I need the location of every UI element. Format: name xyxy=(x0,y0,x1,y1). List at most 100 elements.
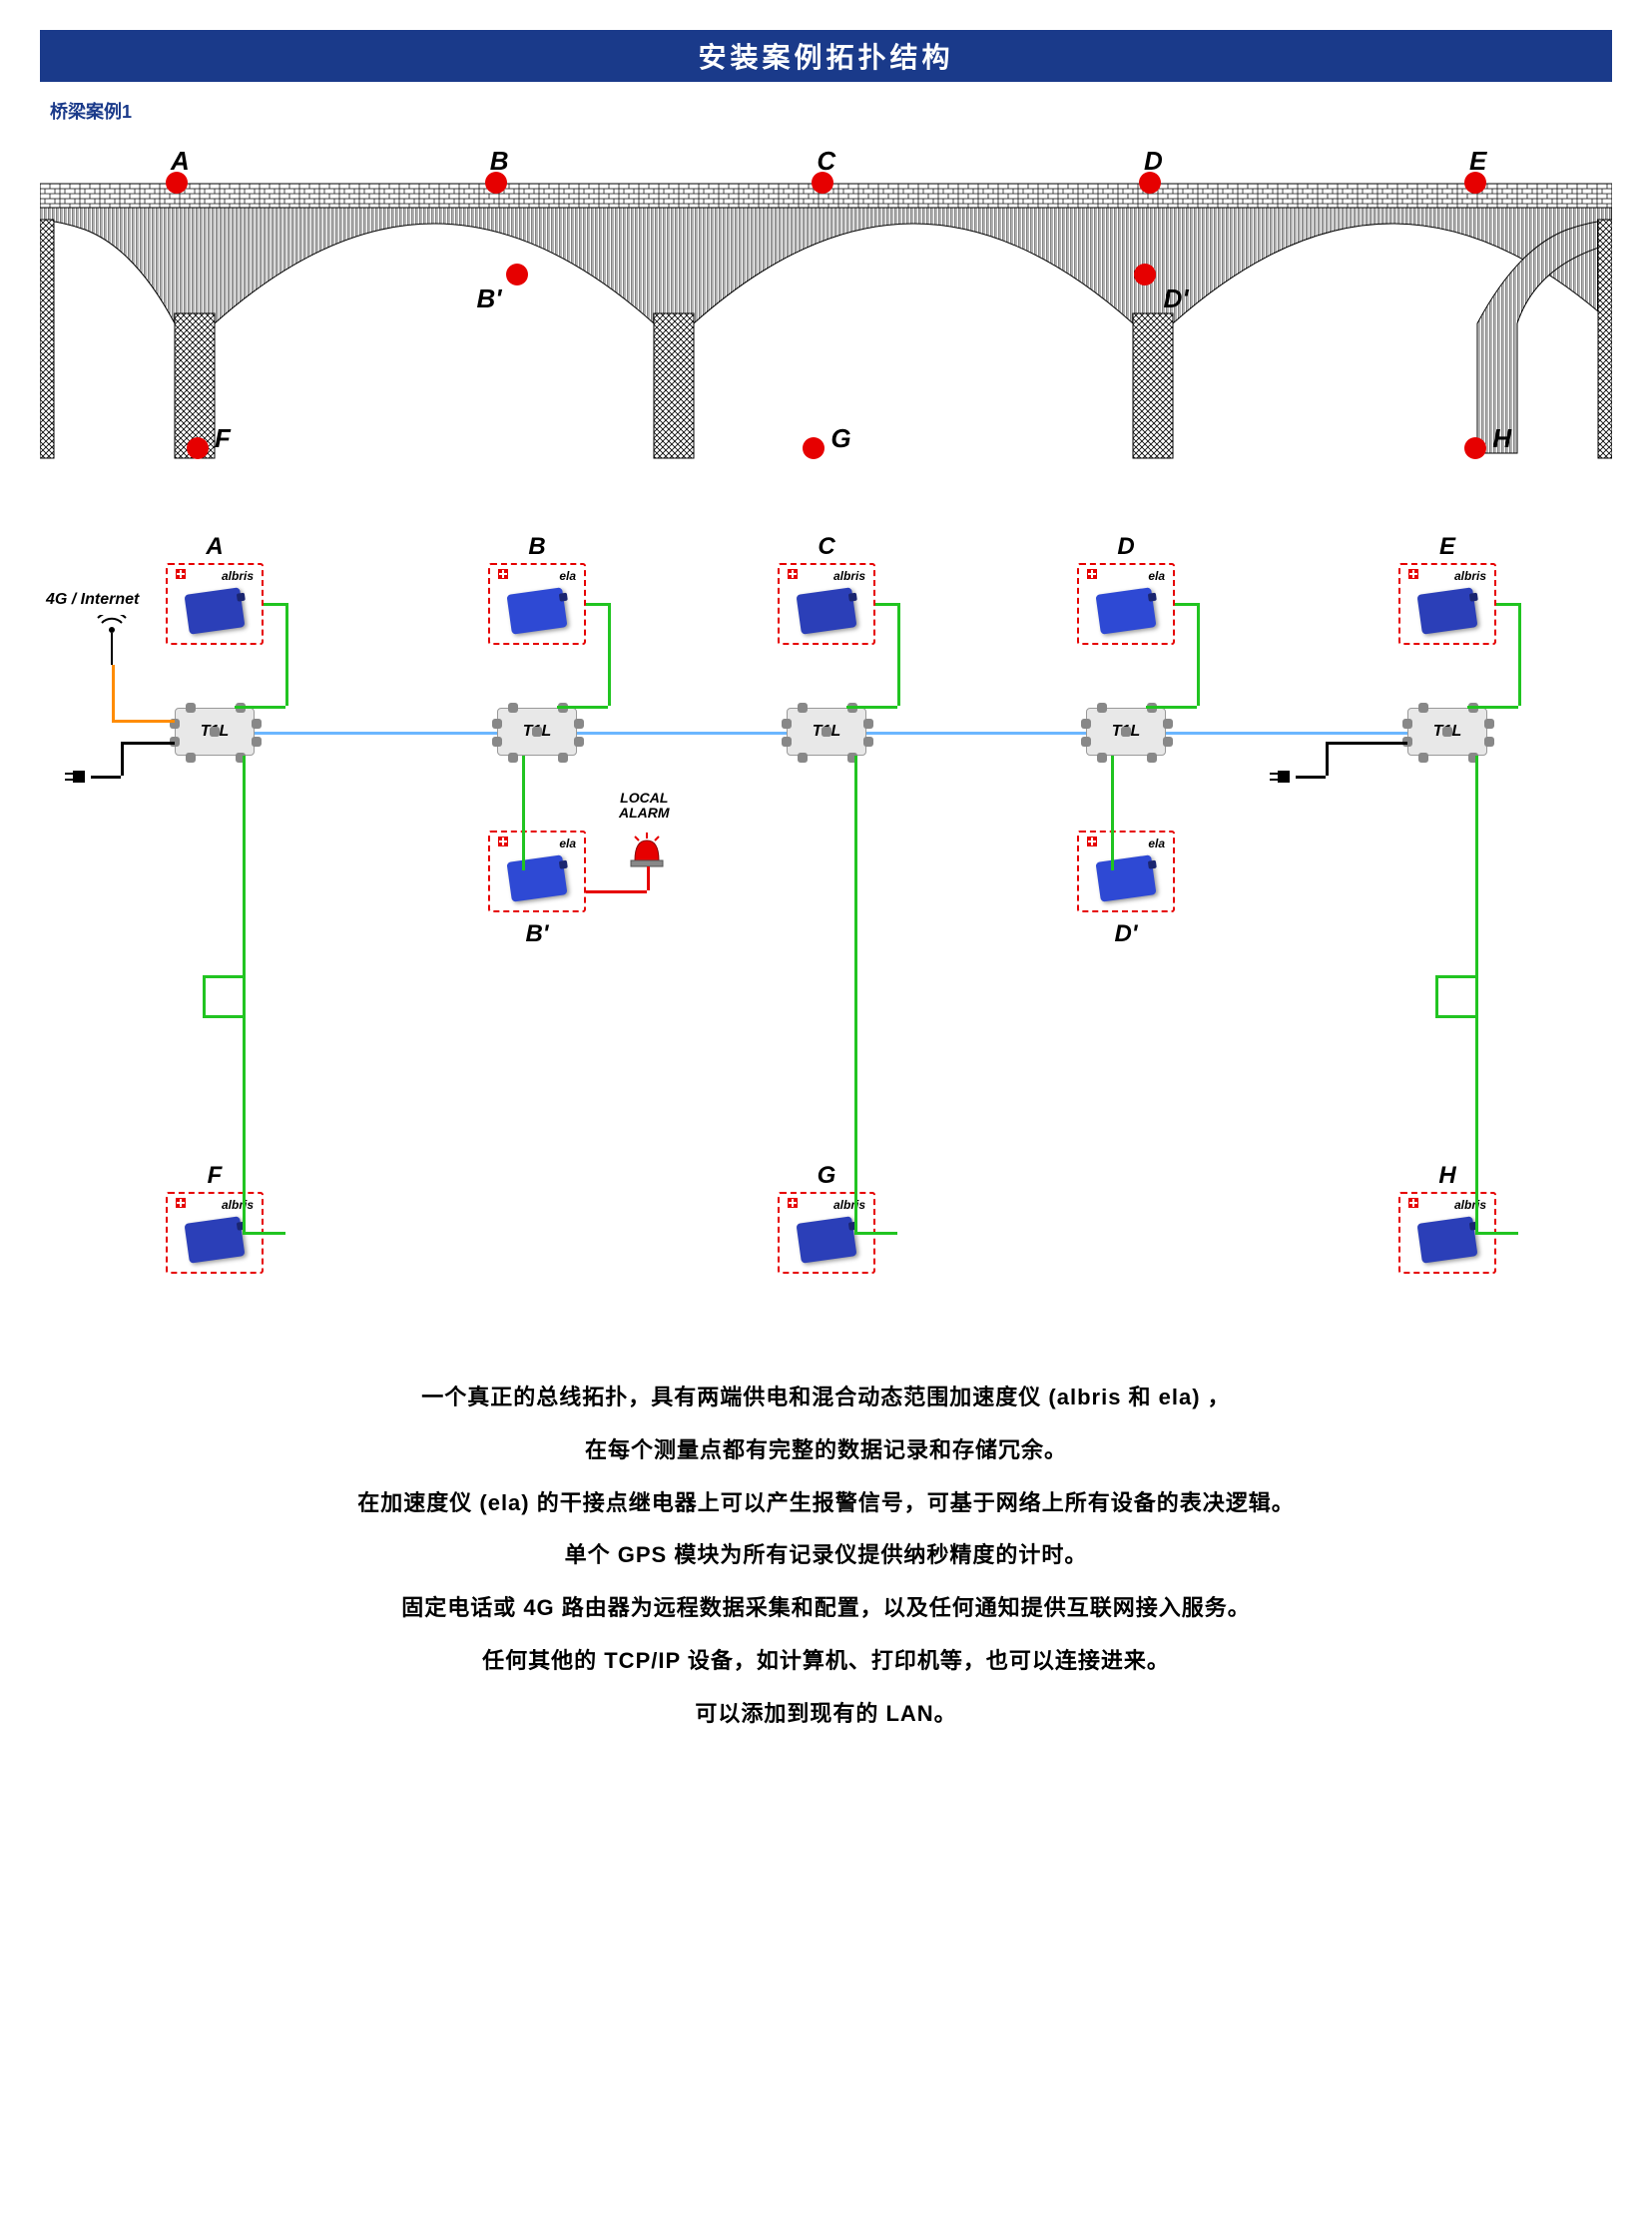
cable xyxy=(854,756,857,1232)
t1l-switch: T1L xyxy=(787,708,866,756)
cable xyxy=(875,1232,897,1235)
description-line: 可以添加到现有的 LAN。 xyxy=(178,1688,1475,1741)
cable xyxy=(1518,603,1521,706)
description-line: 在加速度仪 (ela) 的干接点继电器上可以产生报警信号，可基于网络上所有设备的… xyxy=(178,1477,1475,1530)
power-plug-icon xyxy=(65,768,89,784)
cable xyxy=(203,975,206,1015)
device-brand: albris xyxy=(222,1198,254,1212)
cable xyxy=(121,742,124,776)
page-title-bar: 安装案例拓扑结构 xyxy=(40,30,1612,82)
cable xyxy=(1435,975,1475,978)
device-label: G xyxy=(818,1162,836,1190)
bridge-schematic: ABCDEB'D'FGH xyxy=(40,154,1612,473)
sensor-device: ela xyxy=(1077,563,1175,645)
sensor-device: albris xyxy=(166,563,264,645)
device-label: C xyxy=(818,533,834,561)
device-label: H xyxy=(1438,1162,1455,1190)
description-line: 固定电话或 4G 路由器为远程数据采集和配置，以及任何通知提供互联网接入服务。 xyxy=(178,1582,1475,1635)
cable xyxy=(264,603,285,606)
alarm-label: LOCALALARM xyxy=(619,791,670,822)
cable xyxy=(264,1232,285,1235)
cable xyxy=(243,756,246,1232)
cable xyxy=(112,665,115,720)
t1l-switch: T1L xyxy=(1407,708,1487,756)
cable xyxy=(1175,603,1197,606)
device-brand: ela xyxy=(559,569,576,583)
cable xyxy=(897,603,900,706)
t1l-switch: T1L xyxy=(175,708,255,756)
device-brand: albris xyxy=(1454,569,1486,583)
sensor-device: albris xyxy=(1398,563,1496,645)
sensor-device: ela xyxy=(488,831,586,912)
cable xyxy=(203,1015,243,1018)
bridge-svg xyxy=(40,154,1612,473)
cable xyxy=(1435,975,1438,1015)
internet-label: 4G / Internet xyxy=(46,591,139,609)
cable xyxy=(1467,706,1518,709)
device-brand: albris xyxy=(222,569,254,583)
sensor-device: ela xyxy=(488,563,586,645)
cable xyxy=(91,776,121,779)
device-brand: albris xyxy=(1454,1198,1486,1212)
cable xyxy=(647,866,650,890)
sensor-device: ela xyxy=(1077,831,1175,912)
sensor-device: albris xyxy=(778,563,875,645)
cable xyxy=(557,706,608,709)
device-brand: albris xyxy=(833,1198,865,1212)
device-brand: ela xyxy=(1148,569,1165,583)
sensor-marker xyxy=(1134,264,1156,285)
cable xyxy=(285,603,288,706)
device-label: D' xyxy=(1114,920,1137,948)
cable xyxy=(608,603,611,706)
bridge-point-label: G xyxy=(830,423,850,454)
sensor-marker xyxy=(1464,172,1486,194)
device-label: D xyxy=(1117,533,1134,561)
cable xyxy=(1435,1015,1475,1018)
cable xyxy=(522,756,525,870)
topology-diagram: Aalbris T1L Bela T1L Calbris T1L Dela T1L Ealbri… xyxy=(40,533,1612,1312)
cable xyxy=(1496,603,1518,606)
power-plug-icon xyxy=(1270,768,1294,784)
description-line: 在每个测量点都有完整的数据记录和存储冗余。 xyxy=(178,1424,1475,1477)
device-label: B' xyxy=(525,920,548,948)
sensor-marker xyxy=(485,172,507,194)
cable xyxy=(235,706,285,709)
cable xyxy=(1475,756,1478,1232)
cable xyxy=(1111,756,1114,870)
description-line: 一个真正的总线拓扑，具有两端供电和混合动态范围加速度仪 (albris 和 el… xyxy=(178,1372,1475,1424)
sensor-marker xyxy=(1139,172,1161,194)
bridge-point-label: H xyxy=(1492,423,1511,454)
cable xyxy=(1296,776,1326,779)
t1l-switch: T1L xyxy=(497,708,577,756)
description-block: 一个真正的总线拓扑，具有两端供电和混合动态范围加速度仪 (albris 和 el… xyxy=(178,1372,1475,1741)
bus-line xyxy=(255,732,1487,735)
t1l-switch: T1L xyxy=(1086,708,1166,756)
bridge-point-label: B' xyxy=(476,283,501,314)
device-brand: ela xyxy=(559,837,576,850)
cable xyxy=(1146,706,1197,709)
bridge-point-label: F xyxy=(215,423,231,454)
cable xyxy=(1197,603,1200,706)
cable xyxy=(1326,742,1407,745)
device-label: A xyxy=(206,533,223,561)
description-line: 单个 GPS 模块为所有记录仪提供纳秒精度的计时。 xyxy=(178,1529,1475,1582)
antenna-icon xyxy=(92,615,132,670)
cable xyxy=(586,890,647,893)
cable xyxy=(1326,742,1329,776)
device-label: E xyxy=(1439,533,1455,561)
cable xyxy=(846,706,897,709)
device-label: B xyxy=(528,533,545,561)
sensor-marker xyxy=(166,172,188,194)
description-line: 任何其他的 TCP/IP 设备，如计算机、打印机等，也可以连接进来。 xyxy=(178,1635,1475,1688)
sensor-marker xyxy=(187,437,209,459)
cable xyxy=(875,603,897,606)
subtitle: 桥梁案例1 xyxy=(50,98,1612,124)
cable xyxy=(121,742,175,745)
cable xyxy=(586,603,608,606)
device-brand: ela xyxy=(1148,837,1165,850)
cable xyxy=(112,720,175,723)
bridge-point-label: D' xyxy=(1164,283,1189,314)
device-brand: albris xyxy=(833,569,865,583)
device-label: F xyxy=(208,1162,223,1190)
cable xyxy=(203,975,243,978)
